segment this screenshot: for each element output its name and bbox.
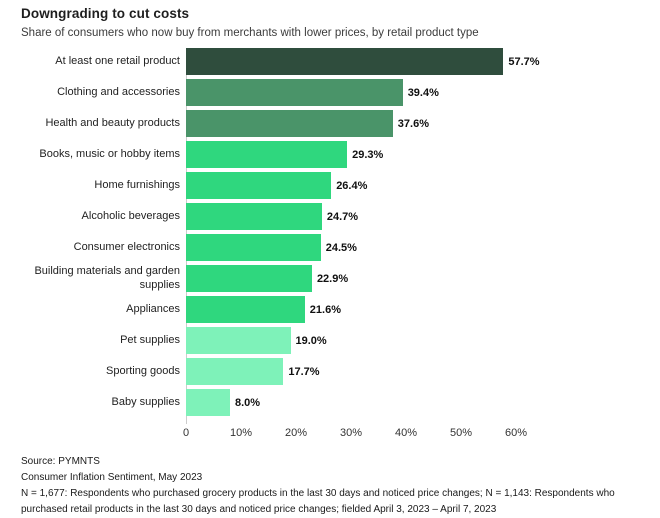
bar-row: Health and beauty products 37.6% xyxy=(21,110,642,137)
bar xyxy=(186,172,332,199)
plot-area: 39.4% xyxy=(186,79,642,106)
x-axis-tick: 30% xyxy=(339,427,363,439)
bar xyxy=(186,389,230,416)
value-label: 39.4% xyxy=(407,86,439,99)
plot-area: 22.9% xyxy=(186,265,642,292)
plot-area: 17.7% xyxy=(186,358,642,385)
bar xyxy=(186,79,403,106)
value-label: 17.7% xyxy=(288,365,320,378)
bar xyxy=(186,141,348,168)
value-label: 24.5% xyxy=(325,241,357,254)
x-axis-tick: 50% xyxy=(449,427,473,439)
bar-row: Clothing and accessories 39.4% xyxy=(21,79,642,106)
bar-row: Appliances 21.6% xyxy=(21,296,642,323)
plot-area: 8.0% xyxy=(186,389,642,416)
value-label: 22.9% xyxy=(316,272,349,285)
bar-row: Alcoholic beverages 24.7% xyxy=(21,203,642,230)
x-axis-tick: 40% xyxy=(394,427,418,439)
footer-source: Source: PYMNTS xyxy=(21,456,100,467)
bar-row: Books, music or hobby items 29.3% xyxy=(21,141,642,168)
value-label: 26.4% xyxy=(336,179,368,192)
plot-area: 37.6% xyxy=(186,110,642,137)
value-label: 19.0% xyxy=(295,334,327,347)
category-label: Home furnishings xyxy=(94,178,180,191)
plot-area: 26.4% xyxy=(186,172,642,199)
bar-row: Baby supplies 8.0% xyxy=(21,389,642,416)
plot-area: 21.6% xyxy=(186,296,642,323)
category-label: Clothing and accessories xyxy=(57,85,180,98)
plot-area: 19.0% xyxy=(186,327,642,354)
x-axis-tick: 10% xyxy=(229,427,253,439)
value-label: 24.7% xyxy=(326,210,359,223)
category-label: Consumer electronics xyxy=(73,240,180,253)
footer-methodology-note: N = 1,677: Respondents who purchased gro… xyxy=(21,488,615,515)
plot-area: 57.7% xyxy=(186,48,642,75)
value-label: 8.0% xyxy=(235,396,261,409)
bar-chart: At least one retail product 57.7% Clothing… xyxy=(21,48,642,444)
bar xyxy=(186,203,322,230)
category-label: Health and beauty products xyxy=(45,116,180,129)
footer-study-name: Consumer Inflation Sentiment, May 2023 xyxy=(21,472,203,483)
value-label: 21.6% xyxy=(309,303,341,316)
bar-rows: At least one retail product 57.7% Clothing… xyxy=(21,48,642,416)
chart-footer: Source: PYMNTS Consumer Inflation Sentim… xyxy=(21,454,642,518)
bar-row: Home furnishings 26.4% xyxy=(21,172,642,199)
value-label: 29.3% xyxy=(352,148,384,161)
bar xyxy=(186,48,504,75)
category-label: Appliances xyxy=(126,302,180,315)
plot-area: 24.7% xyxy=(186,203,642,230)
x-axis-tick: 0 xyxy=(182,427,190,439)
bar-row: Building materials and garden supplies 22… xyxy=(21,265,642,292)
page-title: Downgrading to cut costs xyxy=(21,6,190,21)
bar xyxy=(186,265,312,292)
x-axis: 0 10% 20% 30% 40% 50% 60% xyxy=(182,420,642,444)
plot-area: 24.5% xyxy=(186,234,642,261)
plot-area: 29.3% xyxy=(186,141,642,168)
category-label: Alcoholic beverages xyxy=(81,209,180,222)
bar xyxy=(186,110,393,137)
category-label: At least one retail product xyxy=(55,54,180,67)
category-label: Sporting goods xyxy=(106,364,180,377)
value-label: 57.7% xyxy=(508,55,540,68)
page-subtitle: Share of consumers who now buy from merc… xyxy=(21,27,479,39)
bar xyxy=(186,234,321,261)
x-axis-tick: 20% xyxy=(284,427,308,439)
category-label: Building materials and garden supplies xyxy=(34,264,180,291)
x-axis-tick: 60% xyxy=(504,427,528,439)
bar-row: At least one retail product 57.7% xyxy=(21,48,642,75)
value-label: 37.6% xyxy=(397,117,429,130)
category-label: Pet supplies xyxy=(120,333,180,346)
category-label: Books, music or hobby items xyxy=(39,147,180,160)
bar-row: Consumer electronics 24.5% xyxy=(21,234,642,261)
bar-row: Sporting goods 17.7% xyxy=(21,358,642,385)
category-label: Baby supplies xyxy=(111,395,181,408)
bar xyxy=(186,327,291,354)
bar xyxy=(186,358,284,385)
bar xyxy=(186,296,305,323)
bar-row: Pet supplies 19.0% xyxy=(21,327,642,354)
